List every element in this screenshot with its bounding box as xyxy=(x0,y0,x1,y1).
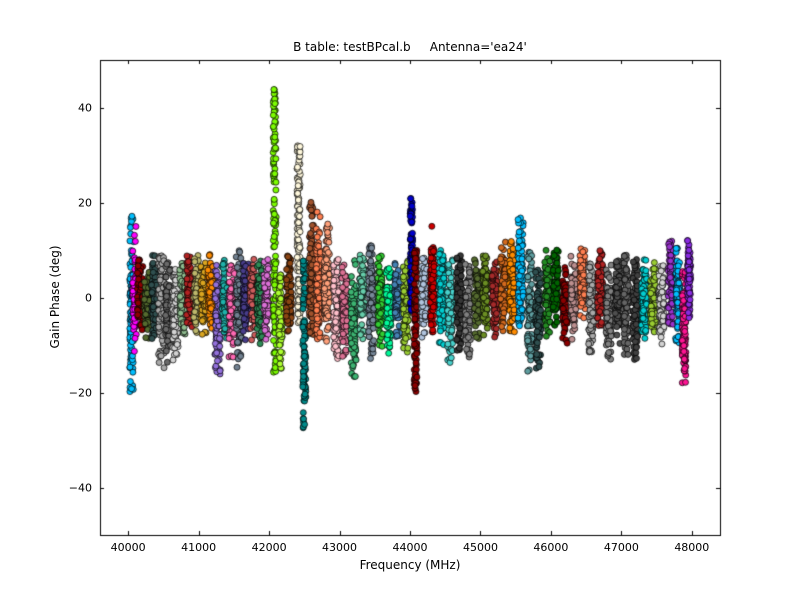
x-tick-label: 41000 xyxy=(181,541,217,554)
x-tick-label: 44000 xyxy=(392,541,428,554)
x-tick-label: 45000 xyxy=(462,541,498,554)
x-tick-label: 43000 xyxy=(322,541,358,554)
x-tick-label: 46000 xyxy=(533,541,569,554)
y-axis-label: Gain Phase (deg) xyxy=(48,245,62,349)
y-tick-label: 40 xyxy=(78,101,92,114)
y-tick-label: −40 xyxy=(68,481,92,494)
chart-title: B table: testBPcal.b Antenna='ea24' xyxy=(293,40,527,54)
x-tick-label: 42000 xyxy=(251,541,287,554)
y-tick-label: 20 xyxy=(78,196,92,209)
x-axis-label: Frequency (MHz) xyxy=(359,558,461,572)
y-tick-label: −20 xyxy=(68,386,92,399)
y-tick-label: 0 xyxy=(85,291,92,304)
x-tick-label: 40000 xyxy=(110,541,146,554)
x-tick-label: 47000 xyxy=(603,541,639,554)
x-tick-label: 48000 xyxy=(674,541,710,554)
